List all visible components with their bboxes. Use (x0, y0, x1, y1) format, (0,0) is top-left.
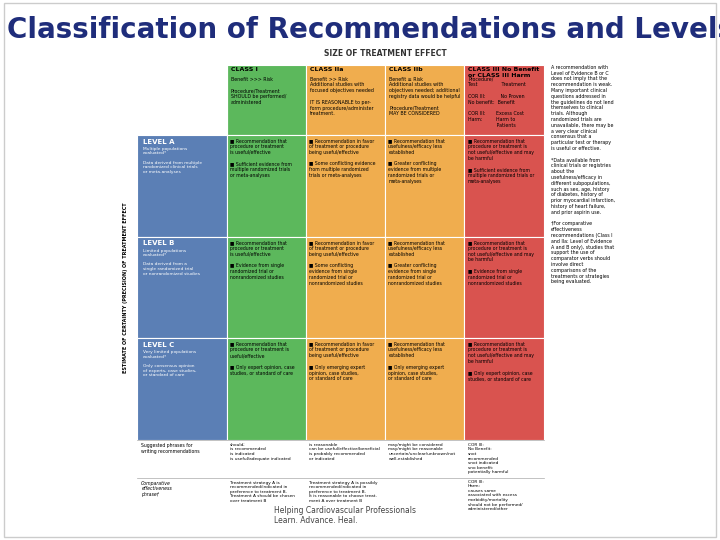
Text: Multiple populations
evaluated*

Data derived from multiple
randomized clinical : Multiple populations evaluated* Data der… (143, 147, 202, 174)
Text: ■ Recommendation that
usefulness/efficacy less
established

■ Greater conflictin: ■ Recommendation that usefulness/efficac… (388, 240, 445, 286)
Text: ■ Recommendation that
procedure or treatment
is useful/effective

■ Evidence fro: ■ Recommendation that procedure or treat… (230, 240, 287, 280)
Text: Classification of Recommendations and Levels of Evidence: Classification of Recommendations and Le… (7, 16, 720, 44)
Text: CLASS III No Benefit
or CLASS III Harm: CLASS III No Benefit or CLASS III Harm (468, 67, 539, 78)
Text: Procedure/
Test                Treatment

COR III:          No Proven
No benefit: Procedure/ Test Treatment COR III: No Pr… (468, 77, 526, 128)
Bar (464, 237, 544, 339)
Bar (137, 339, 227, 440)
Text: Benefit >> Risk
Additional studies with
focused objectives needed

IT IS REASONA: Benefit >> Risk Additional studies with … (310, 77, 374, 117)
Bar (137, 237, 227, 339)
Bar (227, 135, 306, 237)
Bar (137, 65, 227, 135)
Text: Benefit >>> Risk

Procedure/Treatment
SHOULD be performed/
administered: Benefit >>> Risk Procedure/Treatment SHO… (230, 77, 286, 105)
Text: Treatment strategy A is
recommended/indicated in
preference to treatment B.
Trea: Treatment strategy A is recommended/indi… (230, 481, 295, 503)
Bar (227, 339, 306, 440)
Text: CLASS IIa: CLASS IIa (310, 67, 343, 72)
Text: LEVEL B: LEVEL B (143, 240, 174, 246)
Text: ■ Recommendation that
procedure or treatment is
not useful/effective and may
be : ■ Recommendation that procedure or treat… (467, 138, 534, 184)
Bar (227, 65, 306, 135)
Text: SIZE OF TREATMENT EFFECT: SIZE OF TREATMENT EFFECT (324, 49, 446, 58)
Text: ■ Recommendation that
usefulness/efficacy less
established

■ Greater conflictin: ■ Recommendation that usefulness/efficac… (388, 138, 445, 184)
Text: may/might be considered
may/might be reasonable
uncertain/unclear/unknown/not
we: may/might be considered may/might be rea… (388, 443, 456, 461)
Bar (227, 237, 306, 339)
Text: LEVEL A: LEVEL A (143, 139, 174, 145)
Bar (306, 339, 385, 440)
Bar (385, 135, 464, 237)
Text: ■ Recommendation that
procedure or treatment is
not useful/effective and may
be : ■ Recommendation that procedure or treat… (467, 342, 534, 381)
Text: ■ Recommendation in favor
of treatment or procedure
being useful/effective

■ On: ■ Recommendation in favor of treatment o… (309, 342, 374, 381)
Bar (464, 135, 544, 237)
Text: should;
is recommended
is indicated
is useful/adequate indicated: should; is recommended is indicated is u… (230, 443, 291, 461)
Text: Treatment strategy A is possibly
recommended/indicated in
preference to treatmen: Treatment strategy A is possibly recomme… (309, 481, 378, 503)
Text: ■ Recommendation that
procedure or treatment
is useful/effective

■ Sufficient e: ■ Recommendation that procedure or treat… (230, 138, 292, 178)
Text: A recommendation with
Level of Evidence B or C
does not imply that the
recommend: A recommendation with Level of Evidence … (551, 65, 615, 285)
Text: ■ Recommendation that
procedure or treatment is
not useful/effective and may
be : ■ Recommendation that procedure or treat… (467, 240, 534, 286)
Bar (306, 237, 385, 339)
Bar (385, 237, 464, 339)
Bar (464, 339, 544, 440)
Text: Helping Cardiovascular Professionals
Learn. Advance. Heal.: Helping Cardiovascular Professionals Lea… (274, 506, 415, 525)
Bar (306, 135, 385, 237)
Text: Benefit ≥ Risk
Additional studies with
objectives needed; additional
registry da: Benefit ≥ Risk Additional studies with o… (389, 77, 461, 117)
Text: CLASS I: CLASS I (230, 67, 258, 72)
Text: ■ Recommendation in favor
of treatment or procedure
being useful/effective

■ So: ■ Recommendation in favor of treatment o… (309, 240, 374, 286)
Text: Comparative
effectiveness
phrase†: Comparative effectiveness phrase† (141, 481, 172, 497)
Bar (464, 65, 544, 135)
Text: is reasonable
can be useful/effective/beneficial
is probably recommended
or indi: is reasonable can be useful/effective/be… (309, 443, 380, 461)
Text: ■ Recommendation that
usefulness/efficacy less
established

■ Only emerging expe: ■ Recommendation that usefulness/efficac… (388, 342, 445, 381)
Text: Limited populations
evaluated*

Data derived from a
single randomized trial
or n: Limited populations evaluated* Data deri… (143, 248, 200, 275)
Text: ■ Recommendation that
procedure or treatment is
useful/effective

■ Only expert : ■ Recommendation that procedure or treat… (230, 342, 294, 376)
Bar (385, 65, 464, 135)
Bar (385, 339, 464, 440)
Text: CLASS IIb: CLASS IIb (389, 67, 423, 72)
Text: ESTIMATE OF CERTAINTY (PRECISION) OF TREATMENT EFFECT: ESTIMATE OF CERTAINTY (PRECISION) OF TRE… (124, 202, 128, 373)
Text: Suggested phrases for
writing recommendations: Suggested phrases for writing recommenda… (141, 443, 200, 454)
Text: COR III:
No Benefit:
snot
recommended
snot indicated
sno benefit:
potentially ha: COR III: No Benefit: snot recommended sn… (467, 443, 522, 511)
Bar (137, 135, 227, 237)
Bar (306, 65, 385, 135)
Text: Very limited populations
evaluated*

Only consensus opinion
of experts, case stu: Very limited populations evaluated* Only… (143, 350, 197, 377)
Text: LEVEL C: LEVEL C (143, 342, 174, 348)
Text: ■ Recommendation in favor
of treatment or procedure
being useful/effective

■ So: ■ Recommendation in favor of treatment o… (309, 138, 376, 178)
